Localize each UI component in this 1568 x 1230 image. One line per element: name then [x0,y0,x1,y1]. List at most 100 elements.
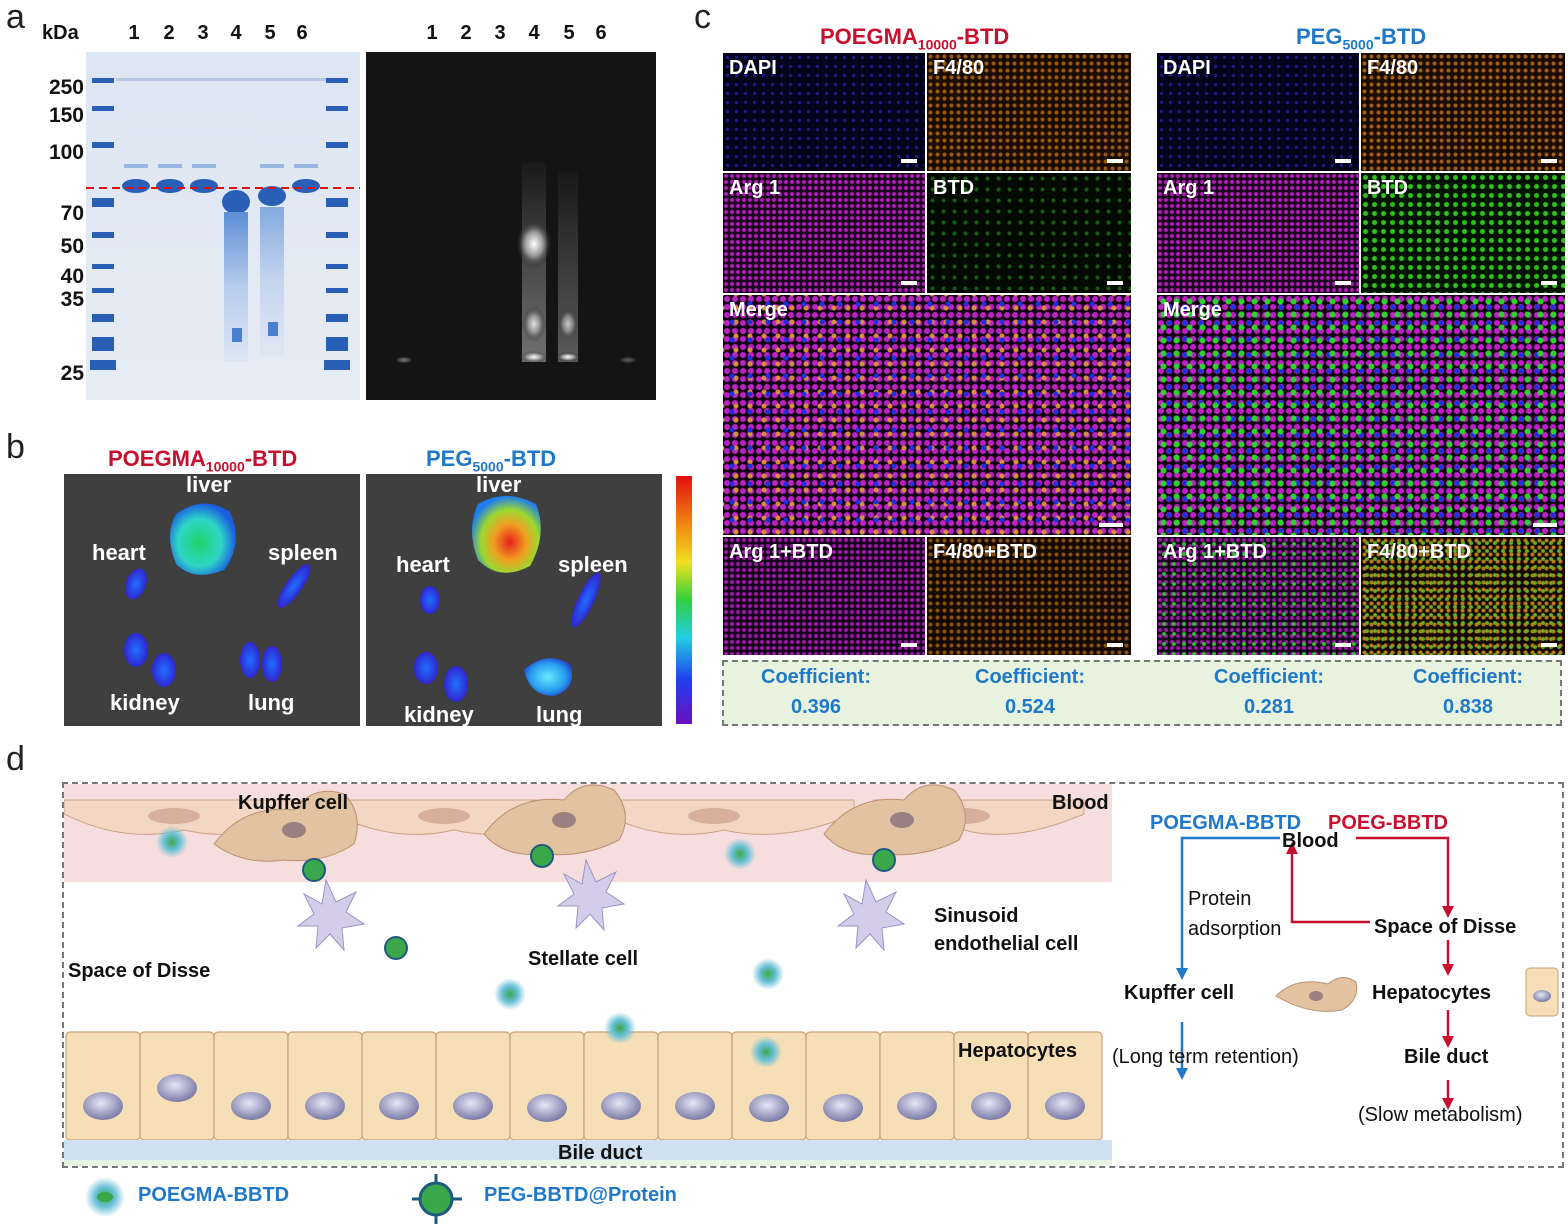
panel-label-b: b [6,428,25,466]
micrograph-dapi: DAPI [722,52,926,172]
tile-label: F4/80 [933,57,985,79]
mw-marker: 35 [60,288,84,311]
flow-blood: Blood [1282,830,1339,852]
label-sinusoid: Sinusoid endothelial cell [934,905,1079,955]
tile-label: Arg 1+BTD [1163,541,1267,563]
panel-b-right-title: PEG5000-BTD [426,446,557,475]
panel-b-left-title: POEGMA10000-BTD [108,446,298,475]
legend-peg-protein-icon [412,1174,462,1224]
tile-label: F4/80 [1367,57,1419,79]
label-bile-duct: Bile duct [558,1142,643,1164]
tile-label: BTD [933,177,975,199]
ivis-image-left [64,474,360,726]
coefficient-value: Coefficient: 0.524 [975,666,1085,718]
lane-label: 6 [595,22,607,44]
organ-label-liver: liver [186,472,232,497]
lane-label: 1 [426,22,438,44]
lane-label: 5 [264,22,276,44]
scale-bar [1335,643,1351,647]
tile-label: Arg 1+BTD [729,541,833,563]
scale-bar [1107,643,1123,647]
lane-label: 5 [563,22,575,44]
lane-label: 3 [494,22,506,44]
micrograph-btd: BTD [1360,172,1566,294]
label-blood: Blood [1052,792,1109,814]
flow-poegma: POEGMA-BBTD [1150,812,1302,834]
flow-space-of-disse: Space of Disse [1374,916,1517,938]
tile-label: F4/80+BTD [1367,541,1471,563]
organ-label-heart: heart [396,552,450,577]
scale-bar [1335,281,1351,285]
flow-slow-metabolism: (Slow metabolism) [1358,1104,1523,1126]
tile-label: Merge [1163,299,1222,321]
scale-bar [1541,159,1557,163]
coomassie-gel-image [86,52,360,400]
lane-label: 2 [460,22,472,44]
flow-arrows [1176,836,1559,1110]
coefficient-value: Coefficient: 0.281 [1214,666,1324,718]
panel-label-a: a [6,0,25,36]
tile-label: DAPI [1163,57,1211,79]
panel-c-right-title: PEG5000-BTD [1296,24,1427,53]
ivis-image-right [366,474,662,726]
micrograph-f480: F4/80 [1360,52,1566,172]
organ-label-lung: lung [248,690,295,715]
micrograph-merge: Merge [1156,294,1566,536]
lane-label: 2 [163,22,175,44]
panel-label-d: d [6,740,25,778]
reference-dashed-line [86,187,360,189]
scale-bar [1107,159,1123,163]
lane-label: 3 [197,22,209,44]
tile-label: F4/80+BTD [933,541,1037,563]
mw-marker: 70 [60,202,84,225]
schematic-frame [62,782,1564,1168]
fluorescence-gel-image [366,52,656,400]
flow-kupffer-cell: Kupffer cell [1124,982,1235,1004]
flow-protein-adsorption: Protein adsorption [1188,888,1282,940]
panel-label-c: c [694,0,711,36]
scale-bar [901,643,917,647]
flow-long-term: (Long term retention) [1112,1046,1299,1068]
mw-marker: 250 [48,76,84,99]
tile-label: Arg 1 [729,177,781,199]
tile-label: Arg 1 [1163,177,1215,199]
flow-hepatocytes: Hepatocytes [1372,982,1491,1004]
micrograph-f480: F4/80 [926,52,1132,172]
micrograph-btd: BTD [926,172,1132,294]
kda-label: kDa [42,22,79,44]
micrograph-arg1: Arg 1 [722,172,926,294]
label-stellate-cell: Stellate cell [528,948,639,970]
organ-label-heart: heart [92,540,146,565]
mw-marker: 50 [60,235,84,258]
flow-bile-duct: Bile duct [1404,1046,1489,1068]
micrograph-merge: Merge [722,294,1132,536]
organ-label-kidney: kidney [404,702,474,727]
micrograph-f480-btd: F4/80+BTD [1360,536,1566,656]
micrograph-arg1: Arg 1 [1156,172,1360,294]
mw-marker: 40 [60,265,84,288]
tile-label: BTD [1367,177,1409,199]
coefficient-box [722,660,1562,726]
micrograph-arg1-btd: Arg 1+BTD [1156,536,1360,656]
organ-label-lung: lung [536,702,583,727]
scale-bar [1099,523,1123,527]
tile-label: Merge [729,299,788,321]
legend-poegma-icon [85,1177,125,1217]
mw-marker: 100 [48,141,84,164]
label-hepatocytes: Hepatocytes [958,1040,1077,1062]
micrograph-dapi: DAPI [1156,52,1360,172]
lane-label: 6 [296,22,308,44]
panel-c-left-title: POEGMA10000-BTD [820,24,1010,53]
lane-label: 4 [528,22,540,44]
colorbar [676,476,692,724]
organ-label-liver: liver [476,472,522,497]
micrograph-f480-btd: F4/80+BTD [926,536,1132,656]
label-kupffer-cell: Kupffer cell [238,792,349,814]
lane-label: 4 [230,22,242,44]
mw-marker: 150 [48,104,84,127]
scale-bar [1541,643,1557,647]
scale-bar [901,281,917,285]
label-space-of-disse: Space of Disse [68,960,211,982]
micrograph-arg1-btd: Arg 1+BTD [722,536,926,656]
legend-peg-protein-label: PEG-BBTD@Protein [484,1184,677,1206]
